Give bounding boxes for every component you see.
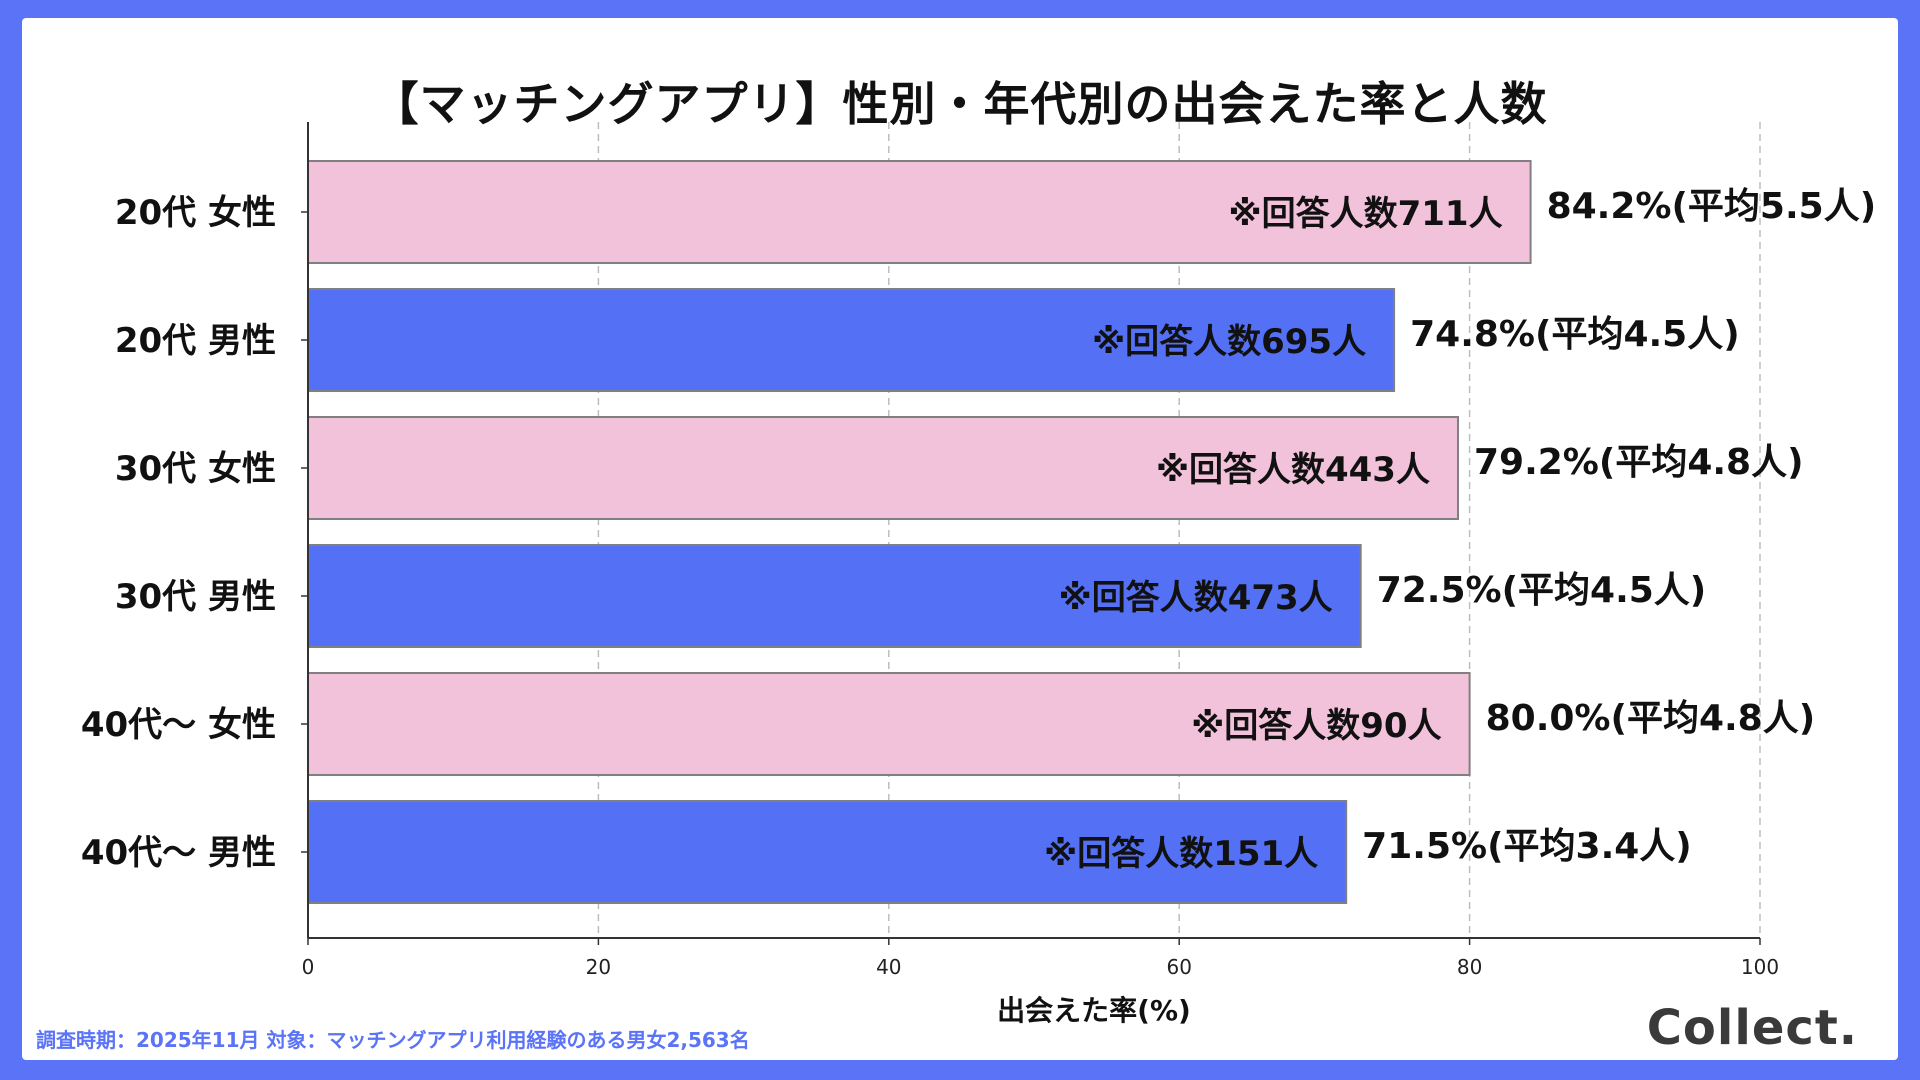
value-label: 71.5%(平均3.4人) (1362, 826, 1692, 867)
category-label: 40代〜 男性 (81, 833, 276, 873)
x-tick-label: 0 (302, 955, 315, 979)
bars (307, 160, 1532, 904)
bar-male (307, 544, 1362, 648)
x-tick-label: 20 (586, 955, 611, 979)
chart-frame: 【マッチングアプリ】性別・年代別の出会えた率と人数 ※回答人数711人 84.2%… (22, 18, 1898, 1060)
bar-chart: ※回答人数711人 84.2%(平均5.5人) 20代 女性 ※回答人数695人 74.… (81, 122, 1876, 1027)
value-label: 74.8%(平均4.5人) (1410, 314, 1740, 355)
respondent-count-label: ※回答人数473人 (1059, 578, 1333, 618)
value-label: 79.2%(平均4.8人) (1474, 442, 1804, 483)
respondent-count-label: ※回答人数90人 (1191, 706, 1441, 746)
bar-female (307, 160, 1532, 264)
respondent-count-label: ※回答人数443人 (1156, 450, 1430, 490)
x-axis-label: 出会えた率(%) (997, 994, 1191, 1027)
x-tick-label: 60 (1166, 955, 1191, 979)
brand-logo: Collect. (1646, 1000, 1858, 1056)
value-label: 84.2%(平均5.5人) (1547, 186, 1877, 227)
bar-female (307, 672, 1471, 776)
category-label: 20代 男性 (115, 321, 276, 361)
category-label: 40代〜 女性 (81, 705, 276, 745)
category-label: 30代 男性 (115, 577, 276, 617)
x-tick-label: 80 (1457, 955, 1482, 979)
chart-title: 【マッチングアプリ】性別・年代別の出会えた率と人数 (372, 77, 1548, 131)
survey-note: 調査時期：2025年11月 対象：マッチングアプリ利用経験のある男女2,563名 (36, 1028, 750, 1052)
respondent-count-label: ※回答人数711人 (1229, 194, 1503, 234)
axes (301, 122, 1761, 945)
value-label: 80.0%(平均4.8人) (1486, 698, 1816, 739)
category-label: 30代 女性 (115, 449, 276, 489)
labels: ※回答人数711人 84.2%(平均5.5人) 20代 女性 ※回答人数695人 74.… (81, 186, 1876, 1027)
category-label: 20代 女性 (115, 193, 276, 233)
x-tick-label: 40 (876, 955, 901, 979)
value-label: 72.5%(平均4.5人) (1377, 570, 1707, 611)
respondent-count-label: ※回答人数695人 (1092, 322, 1366, 362)
x-tick-label: 100 (1741, 955, 1779, 979)
bar-male (307, 800, 1348, 904)
respondent-count-label: ※回答人数151人 (1044, 834, 1318, 874)
